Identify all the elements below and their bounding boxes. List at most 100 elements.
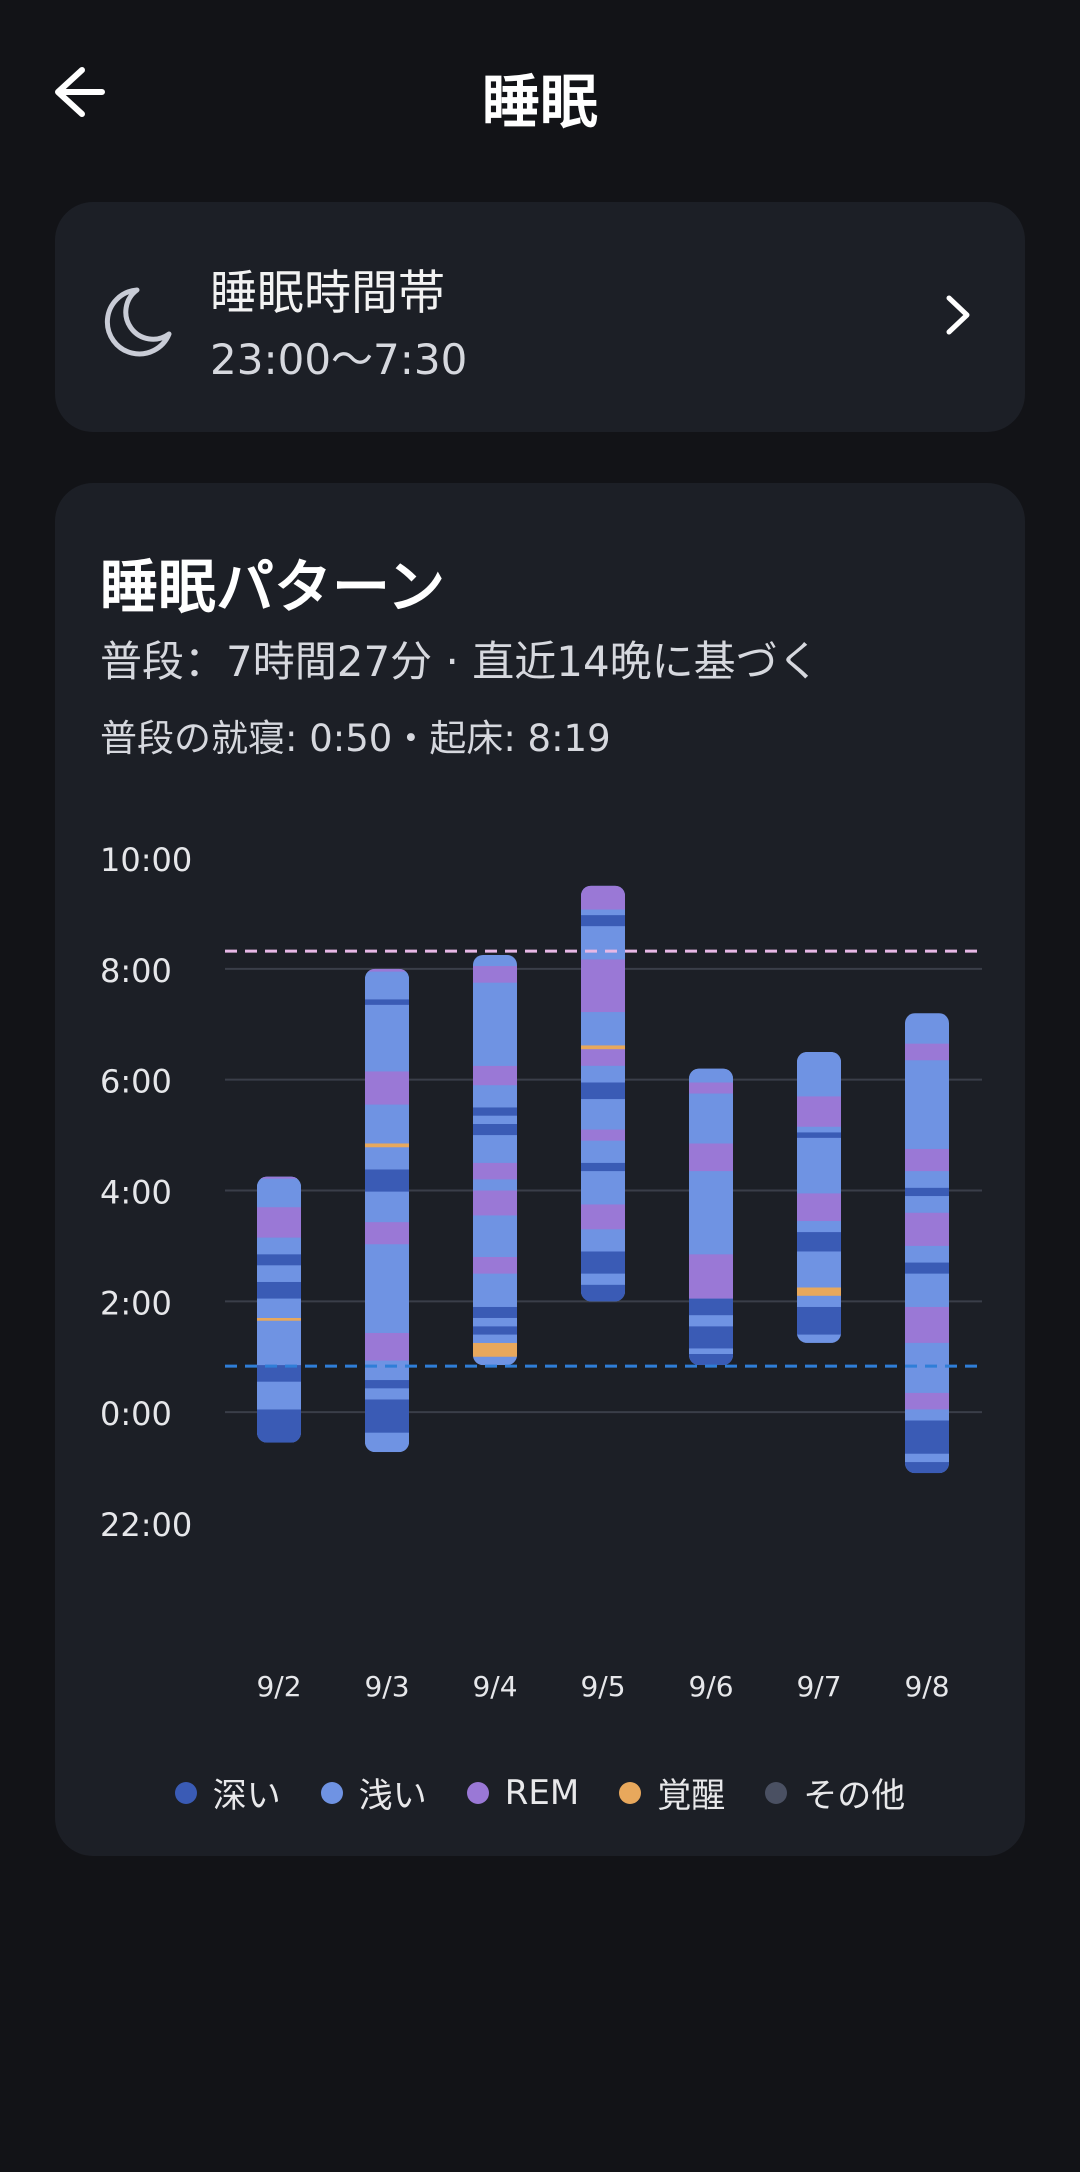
sleep-bar-9-5 <box>581 885 625 1302</box>
sleep-stage-awake <box>365 1143 409 1148</box>
y-tick-label: 2:00 <box>100 1284 172 1322</box>
sleep-stage-deep <box>581 1284 625 1302</box>
x-tick-label: 9/4 <box>472 1670 517 1703</box>
x-tick-label: 9/5 <box>580 1670 625 1703</box>
sleep-stage-light <box>581 926 625 960</box>
sleep-schedule-card[interactable]: 睡眠時間帯 23:00〜7:30 <box>55 202 1025 432</box>
legend-dot <box>619 1781 642 1804</box>
sleep-stage-deep <box>257 1281 301 1299</box>
sleep-stage-rem <box>689 1143 733 1172</box>
sleep-stage-rem <box>473 1190 517 1216</box>
sleep-stage-light <box>689 1093 733 1144</box>
sleep-stage-light <box>257 1298 301 1318</box>
sleep-stage-light <box>797 1334 841 1343</box>
legend-item-other: その他 <box>765 1768 905 1817</box>
sleep-stage-rem <box>581 1204 625 1230</box>
sleep-stage-light <box>689 1315 733 1327</box>
x-tick-label: 9/3 <box>364 1670 409 1703</box>
sleep-stage-rem <box>365 1071 409 1105</box>
sleep-stage-light <box>581 1099 625 1130</box>
y-tick-label: 10:00 <box>100 841 192 879</box>
back-button[interactable] <box>40 60 120 120</box>
sleep-stage-deep <box>581 1251 625 1274</box>
sleep-stage-deep <box>581 915 625 927</box>
sleep-stage-awake <box>797 1287 841 1296</box>
legend-label: 浅い <box>358 1776 427 1816</box>
sleep-stage-deep <box>473 1124 517 1136</box>
sleep-stage-light <box>473 1356 517 1366</box>
page-title: 睡眠 <box>481 68 598 136</box>
sleep-stage-light <box>797 1220 841 1233</box>
sleep-stage-light <box>257 1381 301 1410</box>
sleep-stage-light <box>905 1409 949 1421</box>
sleep-bar-9-7 <box>797 1051 841 1343</box>
sleep-stage-rem <box>581 885 625 910</box>
sleep-bar-9-3 <box>365 968 409 1453</box>
sleep-stage-light <box>797 1251 841 1288</box>
sleep-stage-light <box>473 1317 517 1327</box>
sleep-stage-deep <box>581 1082 625 1100</box>
sleep-stage-rem <box>365 968 409 972</box>
sleep-stage-deep <box>689 1298 733 1316</box>
sleep-stage-light <box>797 1137 841 1194</box>
sleep-stage-rem <box>797 1096 841 1127</box>
sleep-stage-light <box>473 1115 517 1124</box>
sleep-stage-rem <box>365 1332 409 1361</box>
legend-label: 深い <box>212 1776 281 1816</box>
sleep-stage-light <box>365 1147 409 1170</box>
sleep-stage-awake <box>581 1045 625 1050</box>
sleep-bar-9-8 <box>905 1013 949 1474</box>
sleep-stage-light <box>905 1273 949 1307</box>
sleep-stage-rem <box>473 1162 517 1180</box>
sleep-stage-light <box>365 1388 409 1400</box>
sleep-bar-9-4 <box>473 954 517 1366</box>
moon-icon <box>104 287 172 357</box>
sleep-stage-awake <box>257 1317 301 1321</box>
sleep-stage-light <box>581 1171 625 1205</box>
sleep-stage-light <box>257 1320 301 1366</box>
sleep-stage-light <box>905 1060 949 1149</box>
sleep-stage-deep <box>365 999 409 1005</box>
sleep-stage-light <box>473 1273 517 1307</box>
sleep-stage-deep <box>689 1326 733 1349</box>
legend-item-awake: 覚醒 <box>619 1768 725 1817</box>
sleep-stage-deep <box>365 1169 409 1192</box>
sleep-stage-rem <box>905 1148 949 1172</box>
sleep-stage-light <box>257 1265 301 1282</box>
sleep-stage-light <box>365 1360 409 1381</box>
sleep-stage-deep <box>365 1399 409 1433</box>
sleep-stage-light <box>581 909 625 916</box>
sleep-stage-deep <box>473 1306 517 1318</box>
sleep-stage-deep <box>905 1462 949 1474</box>
sleep-stage-rem <box>905 1392 949 1410</box>
legend-label: REM <box>504 1772 580 1813</box>
sleep-stage-light <box>797 1051 841 1097</box>
sleep-stage-deep <box>257 1409 301 1443</box>
legend-dot <box>466 1781 489 1804</box>
legend-dot <box>320 1781 343 1804</box>
x-tick-label: 9/7 <box>796 1670 841 1703</box>
sleep-stage-light <box>797 1126 841 1133</box>
sleep-stage-awake <box>473 1342 517 1357</box>
chevron-right-icon[interactable] <box>937 290 977 340</box>
y-tick-label: 0:00 <box>100 1395 172 1433</box>
sleep-stage-light <box>365 1432 409 1453</box>
y-tick-label: 6:00 <box>100 1063 172 1101</box>
sleep-stage-deep <box>257 1365 301 1382</box>
sleep-stage-deep <box>797 1306 841 1335</box>
legend-item-deep: 深い <box>174 1768 281 1817</box>
sleep-stage-light <box>581 1065 625 1083</box>
sleep-stage-deep <box>257 1254 301 1266</box>
sleep-stage-light <box>689 1171 733 1255</box>
y-tick-label: 22:00 <box>100 1506 192 1544</box>
sleep-stage-light <box>689 1348 733 1354</box>
x-tick-label: 9/2 <box>256 1670 301 1703</box>
sleep-pattern-card: 睡眠パターン 普段：7時間27分 · 直近14晩に基づく 普段の就寝: 0:50… <box>55 483 1025 1856</box>
arrow-left-icon[interactable] <box>40 60 110 120</box>
legend-item-light: 浅い <box>320 1768 427 1817</box>
sleep-schedule-title: 睡眠時間帯 <box>210 266 445 321</box>
sleep-stage-rem <box>689 1082 733 1094</box>
sleep-stage-deep <box>797 1232 841 1252</box>
sleep-stage-light <box>473 1334 517 1343</box>
legend-dot <box>174 1781 197 1804</box>
